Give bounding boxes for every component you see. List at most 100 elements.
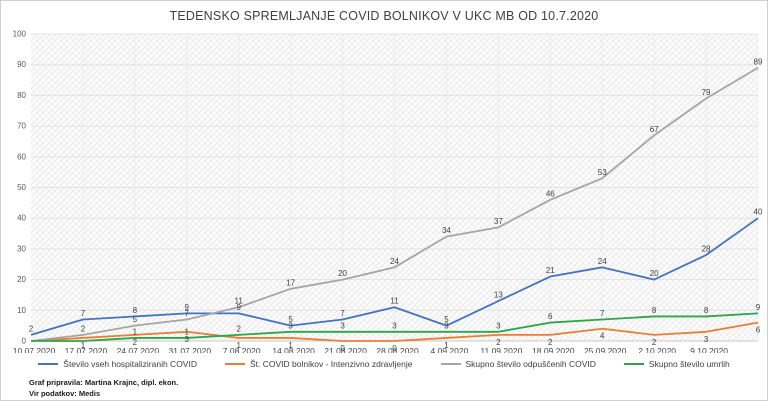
data-label: 2 [236,324,241,333]
y-axis-tick-label: 20 [17,275,26,284]
data-label: 9 [185,303,190,312]
y-axis-tick-label: 50 [17,183,26,192]
footer-source-line: Vir podatkov: Medis [29,388,101,398]
data-label: 34 [442,226,451,235]
data-label: 2 [496,338,501,347]
data-label: 9 [236,303,241,312]
data-label: 1 [236,341,241,350]
data-label: 67 [650,125,659,134]
legend-item-0: Število vseh hospitaliziranih COVID [38,359,197,369]
data-label: 28 [702,245,711,254]
chart-title: TEDENSKO SPREMLJANJE COVID BOLNIKOV V UK… [169,9,599,23]
data-label: 53 [598,168,607,177]
data-label: 1 [133,327,138,336]
data-label: 3 [340,321,345,330]
footer-author-line: Graf pripravila: Martina Krajnc, dipl. e… [29,378,179,387]
legend-label: Skupno število umrlih [648,359,730,369]
legend-item-2: Skupno število odpuščenih COVID [440,359,596,369]
data-label: 21 [546,266,555,275]
x-axis-tick-label: 11.09.2020 [480,346,522,353]
x-axis-tick-label: 4.09.2020 [431,346,469,353]
y-axis-tick-label: 80 [17,91,26,100]
y-axis-tick-label: 90 [17,60,26,69]
data-label: 2 [652,338,657,347]
legend-item-3: Skupno število umrlih [623,359,730,369]
series-line-3 [31,312,759,342]
data-label: 20 [338,269,347,278]
data-label: 3 [392,321,397,330]
x-axis-tick-label: 28.08.2020 [376,346,419,353]
x-axis-tick-label: 18.09.2020 [532,346,575,353]
x-axis-tick-label: 24.07.2020 [117,346,160,353]
data-label: 1 [185,327,190,336]
data-label: 11 [235,297,244,306]
data-label: 79 [702,88,711,97]
data-label: 7 [340,309,345,318]
legend-label: Št. COVID bolnikov - Intenzivno zdravlje… [249,359,413,369]
data-label: 1 [81,341,86,350]
data-label: 1 [288,341,293,350]
y-axis-tick-label: 30 [17,244,26,253]
legend-label: Število vseh hospitaliziranih COVID [63,359,197,369]
x-axis-tick-label: 25.09.2020 [584,346,627,353]
chart-legend: Število vseh hospitaliziranih COVID Št. C… [1,359,767,369]
data-label: 3 [444,321,449,330]
x-axis-tick-label: 31.07.2020 [169,346,212,353]
x-axis-tick-label: 21.08.2020 [324,346,367,353]
series-line-2 [30,66,759,342]
data-label: 3 [185,335,190,344]
y-axis-tick-label: 0 [22,337,27,346]
data-label: 13 [494,291,503,300]
legend-line-swatch [38,363,59,365]
data-label: 2 [133,338,138,347]
data-label: 5 [444,315,449,324]
chart-footer: Graf pripravila: Martina Krajnc, dipl. e… [29,378,178,400]
data-label: 24 [598,257,607,266]
data-label: 3 [288,321,293,330]
data-label: 8 [652,306,657,315]
legend-item-1: Št. COVID bolnikov - Intenzivno zdravlje… [224,359,413,369]
data-label: 8 [133,306,138,315]
data-label: 11 [390,297,399,306]
y-axis-tick-label: 100 [13,30,27,39]
line-chart-plot-area: 0 10 20 30 40 50 60 70 80 90 100 10.07.2020 17.07.20… [1,29,767,357]
legend-line-swatch [224,363,245,365]
legend-label: Skupno število odpuščenih COVID [465,359,596,369]
x-axis-tick-label: 14.08.2020 [272,346,315,353]
data-label: 7 [185,309,190,318]
data-label: 5 [133,315,138,324]
x-axis-tick-label: 2.10.2020 [638,346,676,353]
data-label: 6 [756,326,761,335]
x-axis-tick-label: 9.10.2020 [690,346,728,353]
data-label: 7 [81,309,86,318]
data-label: 89 [754,57,763,66]
data-label: 5 [288,315,293,324]
data-label: 8 [704,306,709,315]
series-line-0 [30,217,759,336]
data-label: 4 [600,332,605,341]
data-label: 7 [600,309,605,318]
legend-line-swatch [623,363,644,365]
x-axis-tick-label: 10.07.2020 [13,346,56,353]
data-label: 1 [444,341,449,350]
y-axis-tick-label: 10 [17,306,26,315]
y-axis-tick-label: 60 [17,152,26,161]
series-line-1 [30,321,759,342]
data-label: 2 [548,338,553,347]
x-axis-tick-label: 17.07.2020 [65,346,108,353]
data-label: 9 [756,303,761,312]
data-label: 40 [754,208,763,217]
y-axis-tick-label: 40 [17,214,26,223]
data-label: 17 [286,278,295,287]
x-axis-tick-label: 7.08.2020 [223,346,261,353]
data-label: 0 [392,344,397,353]
data-label: 0 [340,344,345,353]
data-label: 20 [650,269,659,278]
data-label: 2 [29,324,34,333]
data-label: 24 [390,257,399,266]
data-label: 3 [496,321,501,330]
data-label: 6 [548,312,553,321]
y-axis-tick-label: 70 [17,122,26,131]
data-label: 46 [546,189,555,198]
